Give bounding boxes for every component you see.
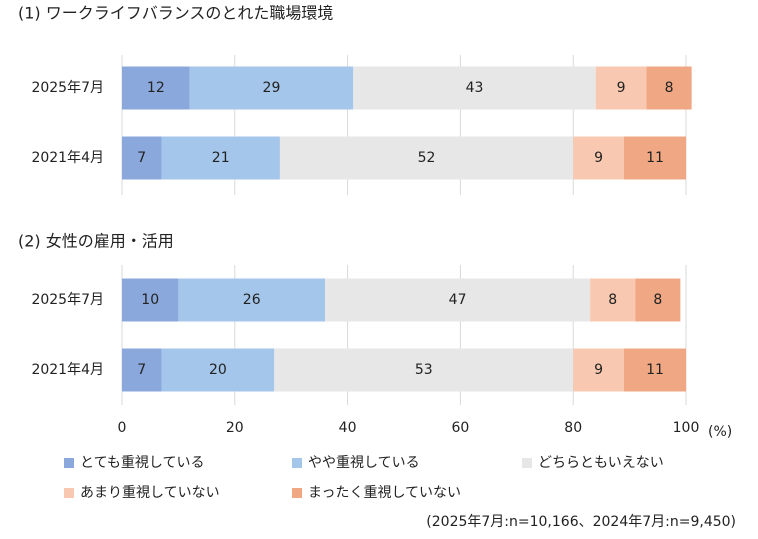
value-label: 9 [617,80,626,96]
value-label: 29 [263,80,281,96]
bar-segment [573,136,624,180]
value-label: 9 [594,362,603,378]
x-tick-label: 100 [673,420,700,436]
bar-segment [122,136,162,180]
x-tick-label: 40 [339,420,357,436]
value-label: 20 [209,362,227,378]
bar-segment [590,278,636,322]
category-label: 2025年7月 [31,292,104,308]
bar-segment [274,348,574,392]
category-label: 2025年7月 [31,80,104,96]
value-label: 12 [147,80,165,96]
bar-segment [595,66,647,110]
footnote: (2025年7月:n=10,166、2024年7月:n=9,450) [426,514,736,530]
bar-segment [623,136,686,180]
value-label: 26 [243,292,261,308]
legend-label: とても重視している [80,455,204,471]
value-label: 52 [418,150,436,166]
value-label: 8 [653,292,662,308]
category-label: 2021年4月 [31,362,104,378]
x-tick-label: 80 [564,420,582,436]
bar-segment [325,278,591,322]
bar-segment [122,66,190,110]
bar-segment [189,66,354,110]
value-label: 8 [608,292,617,308]
value-label: 9 [594,150,603,166]
legend-swatch [64,488,74,498]
x-tick-label: 60 [451,420,469,436]
value-label: 7 [137,362,146,378]
bar-segment [623,348,686,392]
bar-segment [646,66,692,110]
legend-label: あまり重視していない [80,485,220,501]
x-tick-label: 20 [226,420,244,436]
legend-label: どちらともいえない [538,455,664,471]
value-label: 7 [137,150,146,166]
panel-title: (1) ワークライフバランスのとれた職場環境 [18,4,333,23]
legend-label: まったく重視していない [308,485,461,501]
value-label: 10 [141,292,159,308]
legend-swatch [64,458,74,468]
bar-segment [353,66,596,110]
bar-segment [178,278,326,322]
bar-segment [122,348,162,392]
legend-swatch [292,458,302,468]
bar-segment [122,278,179,322]
x-tick-label: 0 [118,420,127,436]
x-axis-label: (%) [708,424,732,440]
value-label: 47 [449,292,467,308]
bar-segment [161,348,275,392]
value-label: 11 [646,150,664,166]
value-label: 53 [415,362,433,378]
panel-title: (2) 女性の雇用・活用 [18,232,174,251]
bar-segment [161,136,280,180]
category-label: 2021年4月 [31,150,104,166]
bar-segment [573,348,624,392]
value-label: 21 [212,150,230,166]
value-label: 11 [646,362,664,378]
legend-swatch [292,488,302,498]
value-label: 43 [466,80,484,96]
bar-segment [279,136,574,180]
bar-segment [635,278,681,322]
legend-label: やや重視している [308,455,420,471]
value-label: 8 [665,80,674,96]
legend-swatch [522,458,532,468]
